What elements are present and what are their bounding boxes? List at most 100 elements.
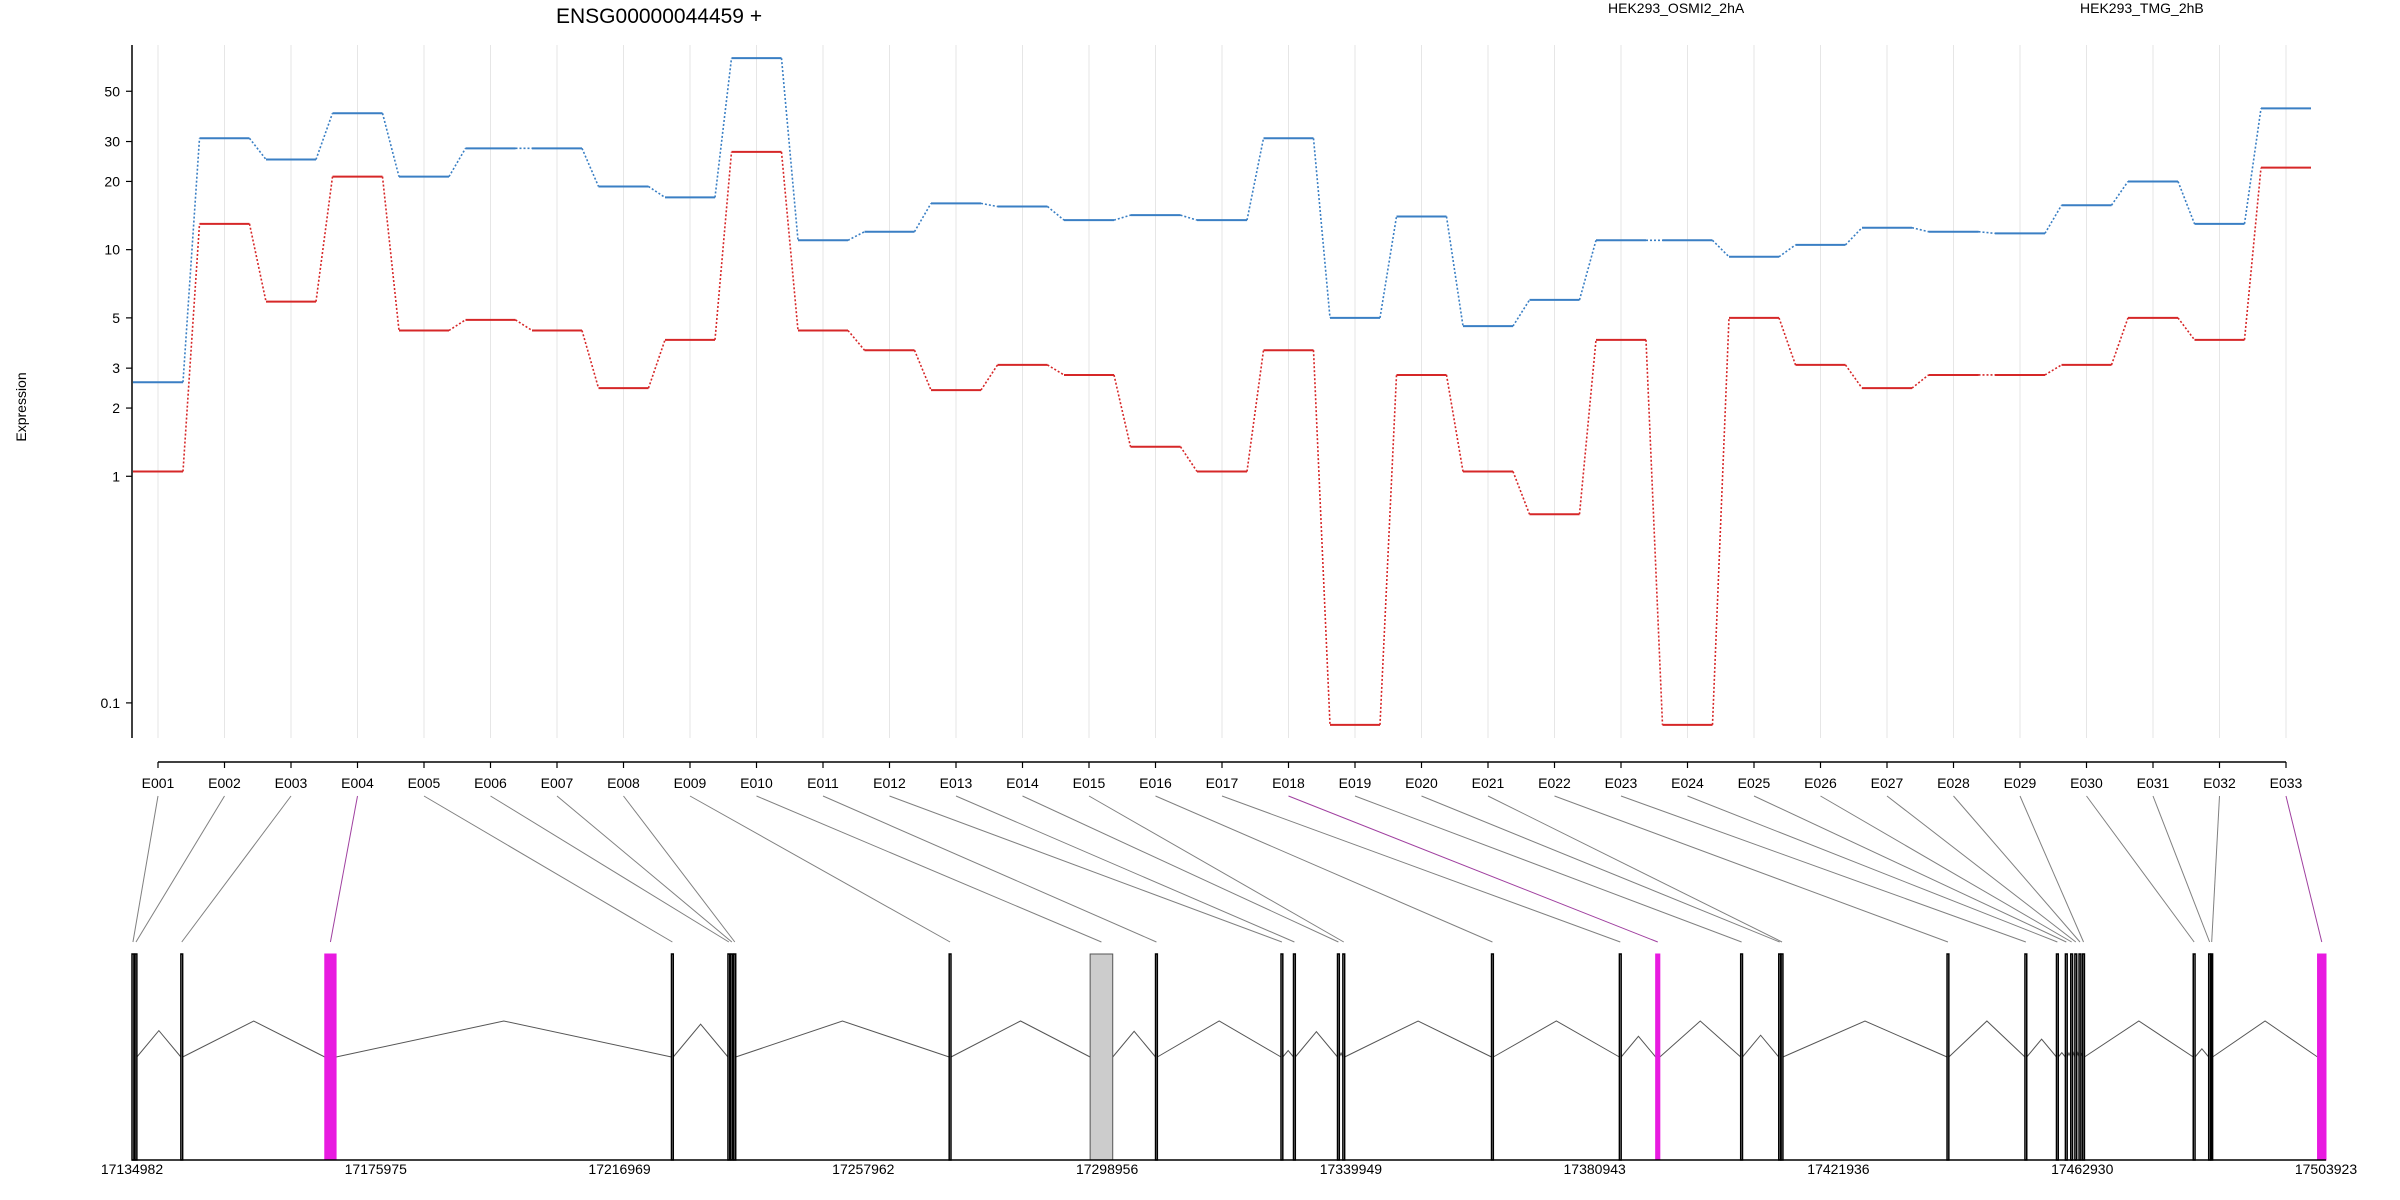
x-tick-label: E022 — [1538, 775, 1571, 791]
series-link — [1312, 138, 1331, 318]
series-link — [1911, 374, 1929, 389]
exon-block-e012 — [1280, 953, 1284, 1161]
x-tick-label: E029 — [2004, 775, 2037, 791]
exon-block-e003 — [180, 953, 184, 1161]
genomic-tick-label: 17421936 — [1807, 1161, 1870, 1177]
intron-e017 — [1620, 1035, 1657, 1058]
series-link — [581, 330, 600, 389]
series-layer — [133, 57, 2311, 726]
series-link — [2177, 317, 2196, 341]
series-link — [581, 148, 600, 187]
exon-block-e001 — [131, 953, 135, 1161]
exon-block-e017 — [1618, 953, 1622, 1161]
series-hek293_osmi2_2ha — [133, 150, 2311, 726]
legend-entry-osmi2: HEK293_OSMI2_2hA — [1608, 0, 1745, 16]
x-tick-label: E018 — [1272, 775, 1305, 791]
connector-e005 — [423, 795, 673, 943]
intron-e022 — [1948, 1020, 2026, 1058]
exon-block-e028 — [2078, 953, 2082, 1161]
series-link — [1844, 227, 1863, 246]
y-tick-label: 30 — [104, 134, 120, 150]
exon-block-e024 — [2055, 953, 2060, 1161]
series-link — [913, 349, 932, 391]
intron-e018 — [1659, 1020, 1742, 1058]
connector-e026 — [1820, 795, 2072, 943]
gene-model-layer — [131, 953, 2327, 1161]
series-link — [1911, 226, 1929, 233]
y-tick-label: 5 — [112, 310, 120, 326]
connector-e022 — [1554, 795, 1949, 943]
x-tick-label: E004 — [341, 775, 374, 791]
y-tick-label: 50 — [104, 83, 120, 99]
exon-block-e015 — [1342, 953, 1346, 1161]
series-link — [182, 223, 201, 472]
genomic-tick-label: 17298956 — [1076, 1161, 1139, 1177]
connector-e008 — [623, 795, 736, 943]
series-link — [381, 113, 400, 177]
x-tick-label: E021 — [1472, 775, 1505, 791]
genomic-tick-label: 17462930 — [2051, 1161, 2114, 1177]
connector-e030 — [2086, 795, 2195, 943]
connector-e012 — [889, 795, 1283, 943]
x-tick-label: E032 — [2203, 775, 2236, 791]
series-link — [448, 147, 467, 178]
exon-block-e020 — [1778, 953, 1782, 1161]
exon-block-e002 — [134, 953, 138, 1161]
series-link — [1711, 317, 1730, 725]
connector-e025 — [1753, 795, 2067, 943]
x-tick-label: E019 — [1339, 775, 1372, 791]
series-link — [980, 364, 999, 391]
exon-block-e026 — [2069, 953, 2074, 1161]
series-link — [647, 339, 666, 389]
x-tick-label: E028 — [1937, 775, 1970, 791]
x-tick-label: E013 — [940, 775, 973, 791]
intron-e030 — [2194, 1048, 2210, 1058]
series-link — [315, 112, 334, 160]
connector-e015 — [1088, 795, 1345, 943]
series-link — [515, 319, 533, 332]
legend-entry-tmg: HEK293_TMG_2hB — [2080, 0, 2204, 16]
series-link — [1445, 374, 1464, 472]
series-link — [182, 138, 201, 383]
genomic-tick-label: 17175975 — [345, 1161, 408, 1177]
series-link — [913, 202, 932, 233]
series-link — [1312, 350, 1331, 725]
exon-block-e027 — [2074, 953, 2078, 1161]
exon-block-e013 — [1292, 953, 1297, 1161]
series-link — [315, 176, 334, 302]
connector-e016 — [1155, 795, 1493, 943]
intron-e005 — [672, 1023, 729, 1058]
series-link — [648, 185, 666, 199]
intron-e015 — [1344, 1020, 1492, 1058]
x-tick-label: E005 — [408, 775, 441, 791]
intron-e003 — [182, 1020, 326, 1058]
exon-block-e031 — [2207, 953, 2212, 1161]
connector-e006 — [490, 795, 730, 943]
connector-e017 — [1221, 795, 1621, 943]
connector-e004 — [329, 795, 358, 943]
exon-block-e011 — [1154, 953, 1159, 1161]
y-axis-label: Expression — [13, 372, 29, 441]
connector-e009 — [689, 795, 951, 943]
x-tick-label: E015 — [1073, 775, 1106, 791]
connector-e001 — [132, 795, 159, 943]
x-tick-label: E002 — [208, 775, 241, 791]
genomic-tick-label: 17257962 — [832, 1161, 895, 1177]
exon-block-e021 — [1780, 953, 1784, 1161]
intron-e019 — [1742, 1034, 1780, 1058]
series-link — [1512, 299, 1531, 327]
series-link — [1113, 214, 1131, 221]
intron-e010 — [1112, 1030, 1156, 1058]
intron-e012 — [1282, 1049, 1294, 1058]
chart-title: ENSG00000044459 + — [556, 5, 762, 28]
series-link — [1379, 216, 1398, 319]
intron-e013 — [1294, 1030, 1338, 1058]
x-tick-label: E025 — [1738, 775, 1771, 791]
series-link — [1180, 214, 1198, 221]
intron-e008 — [735, 1020, 950, 1058]
genomic-tick-label: 17503923 — [2295, 1161, 2358, 1177]
genomic-tick-label: 17380943 — [1564, 1161, 1627, 1177]
intron-e004 — [335, 1020, 672, 1058]
x-tick-label: E009 — [674, 775, 707, 791]
connector-e013 — [955, 795, 1295, 943]
